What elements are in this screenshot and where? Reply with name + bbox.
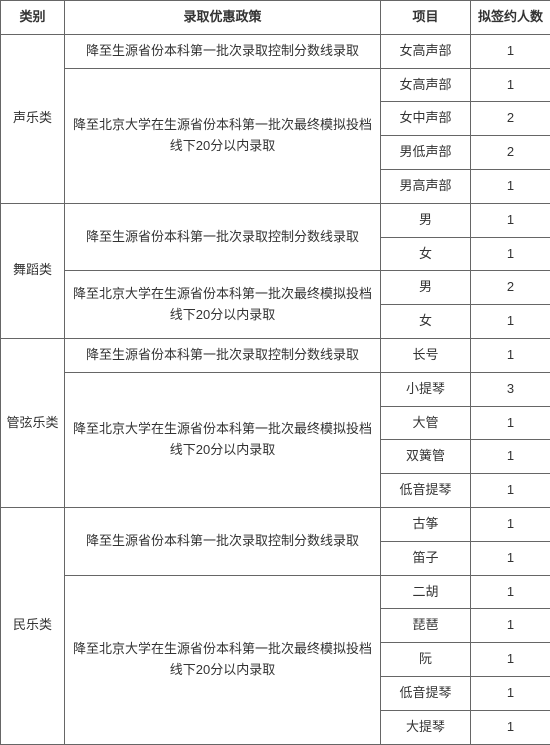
- project-cell: 长号: [381, 338, 471, 372]
- count-cell: 1: [471, 507, 550, 541]
- count-cell: 1: [471, 541, 550, 575]
- policy-cell: 降至生源省份本科第一批次录取控制分数线录取: [65, 338, 381, 372]
- category-cell-folk: 民乐类: [1, 507, 65, 744]
- table-row: 降至北京大学在生源省份本科第一批次最终模拟投档线下20分以内录取 男 2: [1, 271, 550, 305]
- count-cell: 1: [471, 406, 550, 440]
- project-cell: 男: [381, 203, 471, 237]
- table-row: 降至北京大学在生源省份本科第一批次最终模拟投档线下20分以内录取 女高声部 1: [1, 68, 550, 102]
- count-cell: 1: [471, 440, 550, 474]
- col-header-category: 类别: [1, 1, 65, 35]
- count-cell: 1: [471, 643, 550, 677]
- project-cell: 低音提琴: [381, 676, 471, 710]
- count-cell: 1: [471, 237, 550, 271]
- policy-cell: 降至北京大学在生源省份本科第一批次最终模拟投档线下20分以内录取: [65, 68, 381, 203]
- project-cell: 女中声部: [381, 102, 471, 136]
- policy-cell: 降至生源省份本科第一批次录取控制分数线录取: [65, 507, 381, 575]
- project-cell: 女: [381, 305, 471, 339]
- project-cell: 女高声部: [381, 68, 471, 102]
- count-cell: 1: [471, 203, 550, 237]
- project-cell: 男低声部: [381, 136, 471, 170]
- policy-cell: 降至北京大学在生源省份本科第一批次最终模拟投档线下20分以内录取: [65, 372, 381, 507]
- policy-cell: 降至北京大学在生源省份本科第一批次最终模拟投档线下20分以内录取: [65, 271, 381, 339]
- category-cell-orchestral: 管弦乐类: [1, 338, 65, 507]
- project-cell: 古筝: [381, 507, 471, 541]
- count-cell: 1: [471, 338, 550, 372]
- count-cell: 1: [471, 710, 550, 744]
- count-cell: 1: [471, 169, 550, 203]
- col-header-policy: 录取优惠政策: [65, 1, 381, 35]
- count-cell: 1: [471, 474, 550, 508]
- project-cell: 二胡: [381, 575, 471, 609]
- project-cell: 男: [381, 271, 471, 305]
- table-row: 管弦乐类 降至生源省份本科第一批次录取控制分数线录取 长号 1: [1, 338, 550, 372]
- policy-cell: 降至生源省份本科第一批次录取控制分数线录取: [65, 34, 381, 68]
- count-cell: 2: [471, 136, 550, 170]
- project-cell: 笛子: [381, 541, 471, 575]
- project-cell: 低音提琴: [381, 474, 471, 508]
- table-row: 民乐类 降至生源省份本科第一批次录取控制分数线录取 古筝 1: [1, 507, 550, 541]
- count-cell: 1: [471, 305, 550, 339]
- count-cell: 1: [471, 575, 550, 609]
- count-cell: 3: [471, 372, 550, 406]
- count-cell: 1: [471, 609, 550, 643]
- policy-cell: 降至生源省份本科第一批次录取控制分数线录取: [65, 203, 381, 271]
- count-cell: 2: [471, 102, 550, 136]
- project-cell: 女: [381, 237, 471, 271]
- category-cell-vocal: 声乐类: [1, 34, 65, 203]
- project-cell: 双簧管: [381, 440, 471, 474]
- project-cell: 大提琴: [381, 710, 471, 744]
- col-header-project: 项目: [381, 1, 471, 35]
- col-header-count: 拟签约人数: [471, 1, 550, 35]
- table-row: 降至北京大学在生源省份本科第一批次最终模拟投档线下20分以内录取 二胡 1: [1, 575, 550, 609]
- policy-cell: 降至北京大学在生源省份本科第一批次最终模拟投档线下20分以内录取: [65, 575, 381, 744]
- table-row: 声乐类 降至生源省份本科第一批次录取控制分数线录取 女高声部 1: [1, 34, 550, 68]
- table-row: 舞蹈类 降至生源省份本科第一批次录取控制分数线录取 男 1: [1, 203, 550, 237]
- category-cell-dance: 舞蹈类: [1, 203, 65, 338]
- project-cell: 琵琶: [381, 609, 471, 643]
- project-cell: 男高声部: [381, 169, 471, 203]
- count-cell: 1: [471, 68, 550, 102]
- project-cell: 女高声部: [381, 34, 471, 68]
- count-cell: 1: [471, 34, 550, 68]
- count-cell: 2: [471, 271, 550, 305]
- project-cell: 小提琴: [381, 372, 471, 406]
- project-cell: 阮: [381, 643, 471, 677]
- project-cell: 大管: [381, 406, 471, 440]
- count-cell: 1: [471, 676, 550, 710]
- table-row: 降至北京大学在生源省份本科第一批次最终模拟投档线下20分以内录取 小提琴 3: [1, 372, 550, 406]
- table-header-row: 类别 录取优惠政策 项目 拟签约人数: [1, 1, 550, 35]
- admission-policy-table: 类别 录取优惠政策 项目 拟签约人数 声乐类 降至生源省份本科第一批次录取控制分…: [0, 0, 550, 745]
